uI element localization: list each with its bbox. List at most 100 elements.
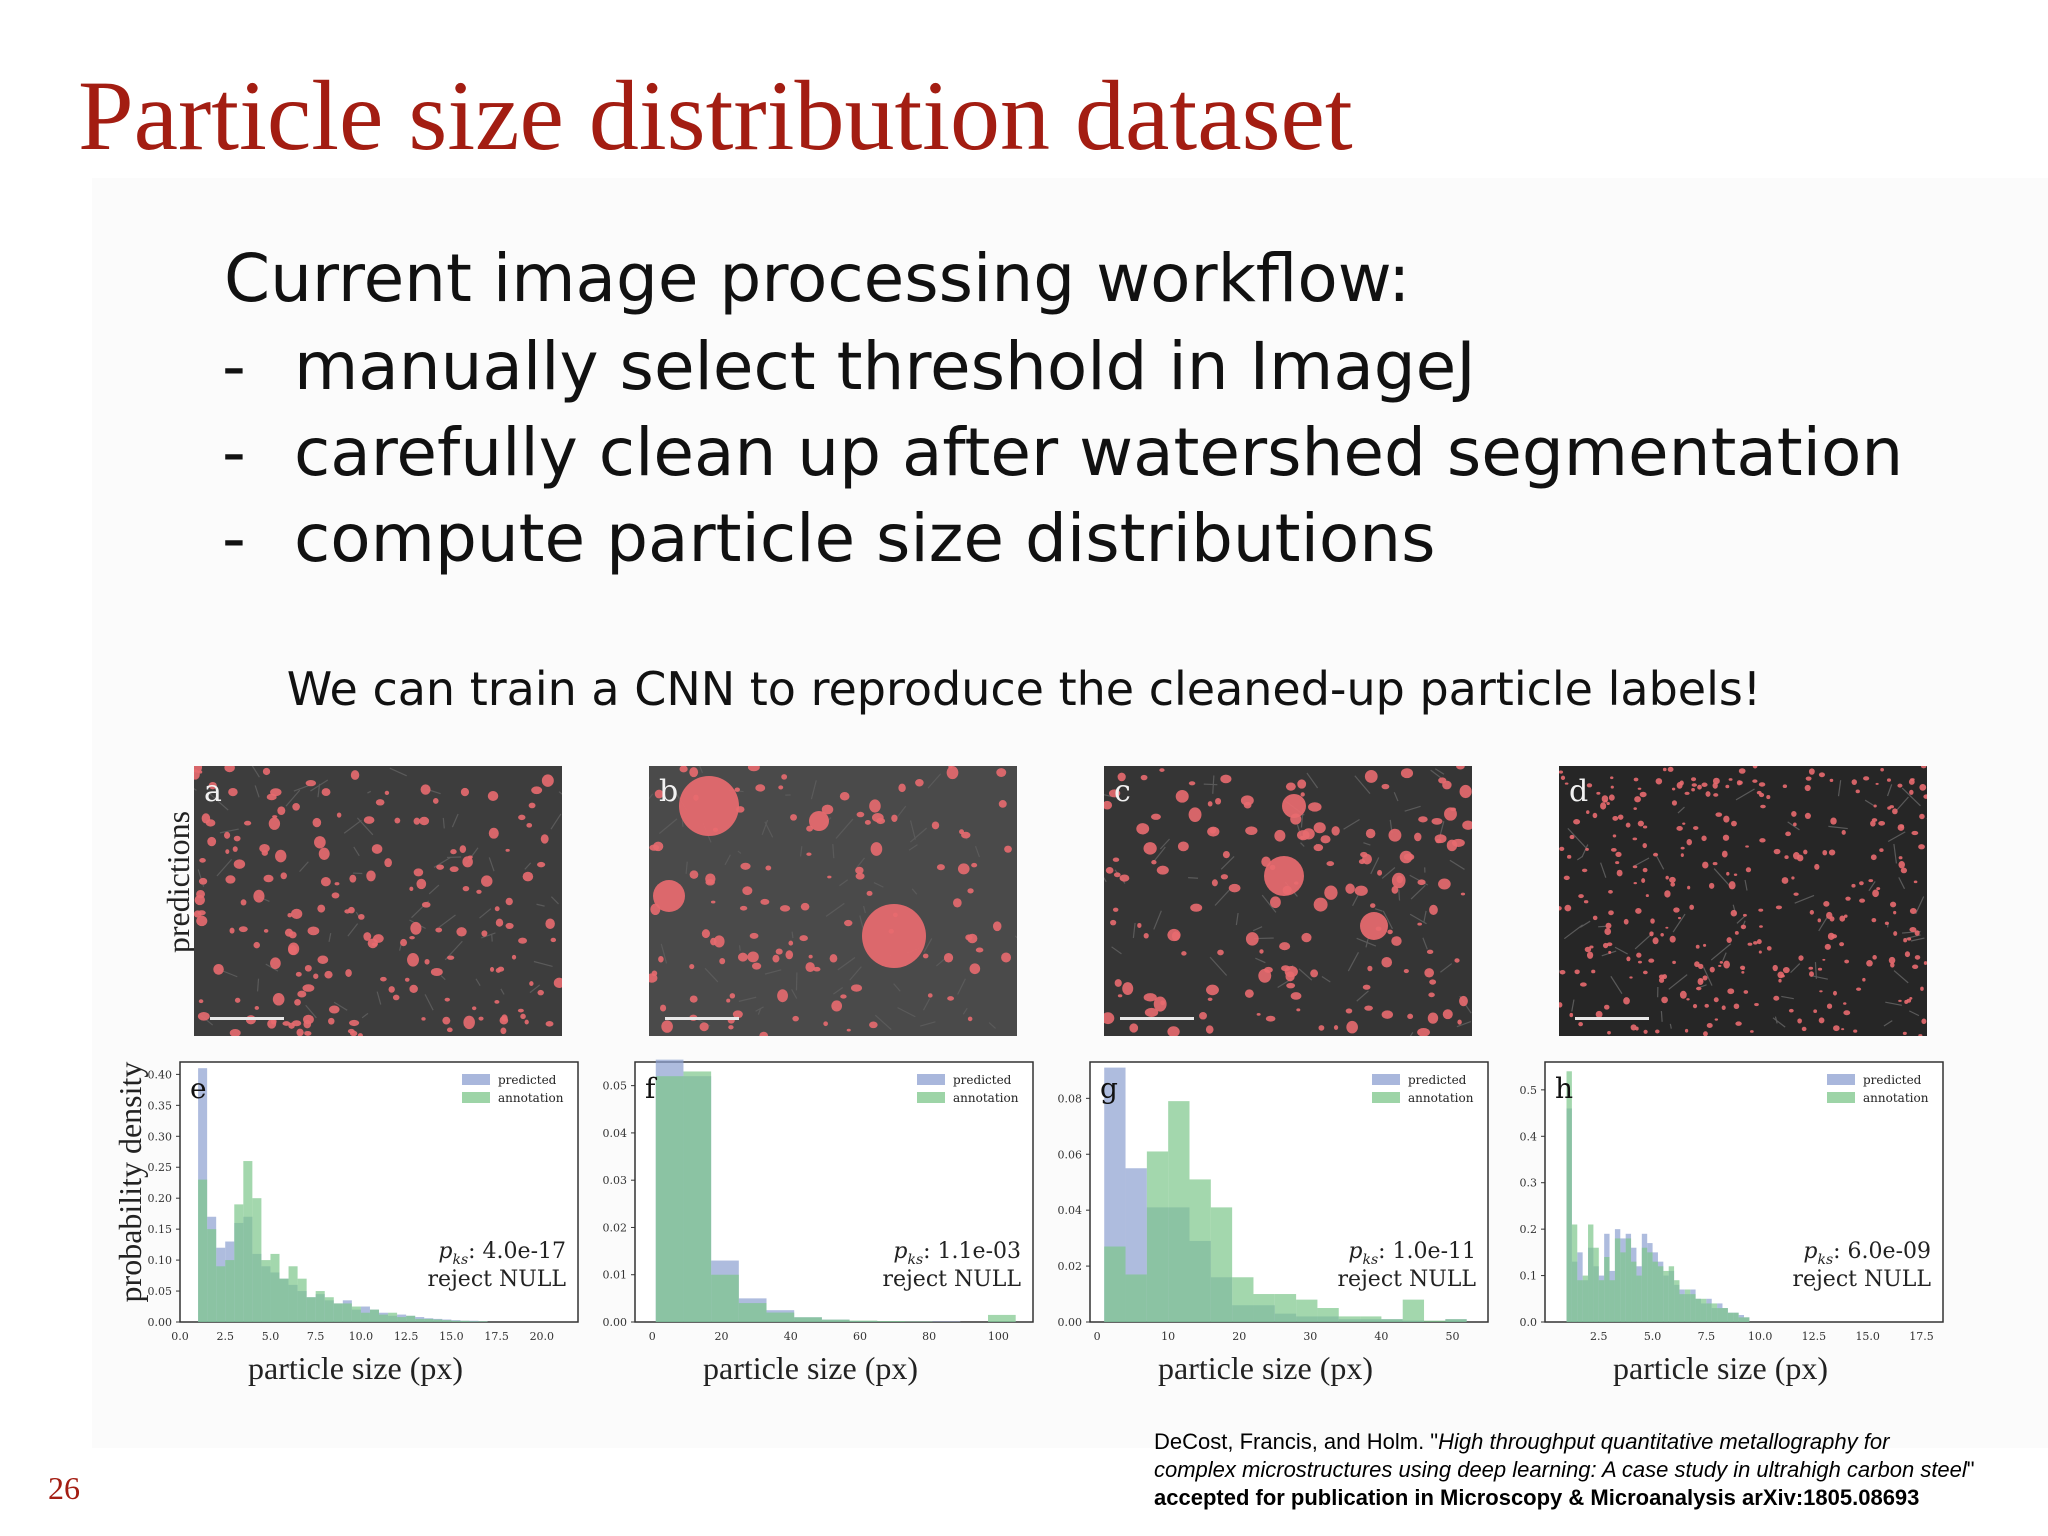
particle: [331, 892, 340, 899]
particle: [1199, 1012, 1207, 1020]
particle: [357, 1033, 363, 1036]
particle: [1637, 787, 1642, 790]
particle: [1839, 942, 1845, 947]
histogram-bar: [1652, 1261, 1658, 1322]
x-tick-label: 100: [988, 1330, 1009, 1343]
micrograph-texture: [1321, 975, 1331, 983]
particle: [1918, 1034, 1923, 1036]
bullet-dash: -: [222, 328, 246, 405]
micrograph-texture: [1382, 910, 1393, 930]
micrograph-texture: [1393, 792, 1399, 802]
x-tick-label: 40: [784, 1330, 798, 1343]
particle: [233, 835, 241, 842]
particle: [375, 799, 385, 806]
particle: [1743, 990, 1749, 994]
particle: [679, 776, 739, 836]
particle: [710, 900, 716, 904]
particle: [850, 984, 863, 992]
histogram-bar: [1274, 1294, 1297, 1322]
micrograph-texture: [251, 766, 260, 778]
micrograph-texture: [856, 857, 866, 869]
particle: [1324, 885, 1338, 900]
histogram-bar: [369, 1309, 379, 1322]
particle: [1403, 853, 1415, 861]
particle: [779, 905, 791, 912]
ks-result: reject NULL: [427, 1267, 566, 1292]
particle: [1563, 875, 1570, 881]
micrograph-panel: b: [649, 766, 1017, 1036]
histogram-bar: [1296, 1299, 1318, 1322]
particle: [328, 1017, 335, 1025]
particle: [1714, 1018, 1719, 1021]
legend-swatch: [1372, 1092, 1400, 1103]
particle: [392, 994, 400, 1001]
particle: [1843, 1002, 1847, 1005]
micrograph-texture: [1886, 784, 1893, 797]
particle: [1301, 932, 1312, 943]
particle: [953, 898, 962, 908]
particle: [1914, 955, 1921, 960]
histogram-bar: [877, 1321, 905, 1322]
particle: [1438, 878, 1451, 890]
particle: [1240, 795, 1254, 806]
particle: [862, 904, 926, 968]
micrograph-texture: [1794, 894, 1815, 904]
particle: [1856, 987, 1862, 991]
particle: [1888, 956, 1896, 964]
particle: [1460, 892, 1466, 896]
particle: [1633, 881, 1637, 885]
particle: [1817, 918, 1822, 923]
particle: [409, 984, 418, 993]
particle: [1456, 766, 1465, 770]
particle: [792, 1015, 799, 1022]
particle: [529, 981, 534, 986]
histogram-bar: [1577, 1280, 1583, 1322]
histogram-bar: [1695, 1298, 1701, 1322]
histogram-bar: [655, 1076, 684, 1322]
particle: [225, 849, 230, 854]
particle: [1782, 784, 1788, 789]
histogram-bar: [1614, 1238, 1621, 1322]
ks-statistic: pks: 4.0e-17: [438, 1239, 566, 1268]
micrograph-texture: [1571, 999, 1575, 1012]
particle: [1923, 794, 1927, 799]
particle: [1391, 936, 1402, 946]
particle: [864, 820, 871, 825]
particle: [520, 1013, 526, 1020]
particle: [961, 831, 971, 839]
particle: [518, 814, 526, 821]
y-tick-label: 0.10: [148, 1254, 173, 1267]
particle: [1822, 849, 1828, 856]
micrograph-texture: [1598, 925, 1607, 928]
particle: [233, 859, 246, 869]
micrograph-texture: [761, 819, 769, 836]
particle: [1669, 935, 1676, 943]
particle: [967, 888, 974, 894]
particle: [866, 890, 873, 896]
legend-label: annotation: [953, 1091, 1019, 1105]
particle: [1150, 813, 1161, 820]
particle: [1788, 1008, 1794, 1013]
particle: [1581, 868, 1588, 873]
micrograph-texture: [791, 989, 798, 999]
particle: [1728, 778, 1733, 781]
legend-label: predicted: [1863, 1073, 1922, 1087]
micrograph-texture: [533, 960, 553, 968]
histogram-bar: [1168, 1101, 1190, 1322]
particle: [1207, 801, 1213, 807]
particle: [1459, 784, 1472, 799]
particle: [487, 791, 499, 801]
histogram-bar: [261, 1260, 271, 1322]
particle: [1297, 779, 1307, 789]
particle: [1831, 934, 1838, 939]
micrograph-texture: [343, 819, 362, 834]
particle: [1680, 853, 1684, 857]
particle: [349, 1019, 360, 1027]
particle: [1664, 890, 1671, 898]
particle: [314, 836, 326, 849]
histogram-bar: [433, 1319, 443, 1322]
particle: [653, 880, 685, 912]
particle: [943, 953, 954, 963]
particle: [268, 817, 281, 830]
particle: [742, 886, 753, 896]
